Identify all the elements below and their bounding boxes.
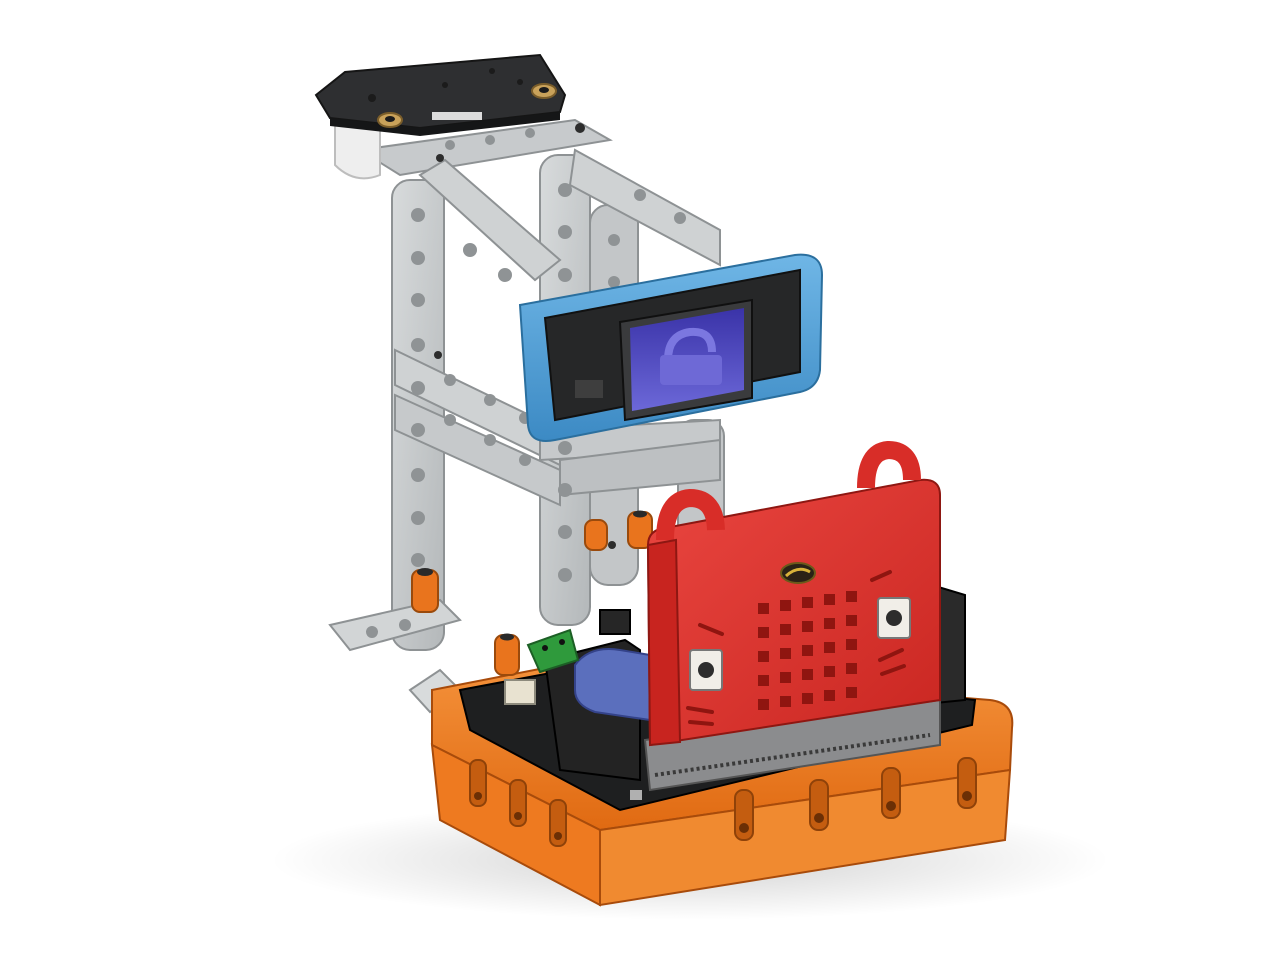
button-b-icon xyxy=(877,597,911,639)
bolt-icon xyxy=(411,511,653,676)
board-icon xyxy=(643,440,941,792)
screen-icon xyxy=(518,253,824,442)
button-a-icon xyxy=(689,649,723,691)
beam-frame-icon xyxy=(328,118,725,714)
plate-icon xyxy=(314,53,567,180)
